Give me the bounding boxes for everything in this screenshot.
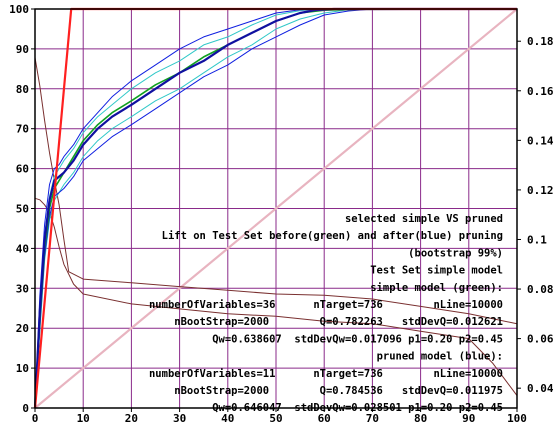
tick-layer: 0 10 20 30 40 50 60 70 80 90 100 0 10 20 30 40 50 60 70 80 9… — [9, 3, 554, 425]
y2-tick-label: 0.12 — [527, 184, 554, 197]
x-tick-label: 10 — [77, 412, 90, 425]
annotation-line: Qw=0.646047 stdDevQw=0.028501 p1=0.20 p2… — [212, 402, 503, 414]
series-layer — [33, 7, 518, 409]
annotation-line: Lift on Test Set before(green) and after… — [162, 230, 503, 242]
annotation-line: nBootStrap=2000 Q=0.782263 stdDevQ=0.012… — [174, 316, 503, 328]
x-tick-label: 40 — [221, 412, 234, 425]
annotation-line: selected simple VS pruned — [345, 213, 503, 225]
x-tick-label: 60 — [318, 412, 331, 425]
y-tick-label: 0 — [22, 402, 29, 415]
x-tick-label: 50 — [269, 412, 282, 425]
y2-tick-label: 0.14 — [527, 134, 554, 147]
y2-tick-label: 0.16 — [527, 85, 554, 98]
annotation-line: pruned model (blue): — [377, 351, 503, 363]
y-tick-label: 100 — [9, 3, 29, 16]
y-tick-label: 10 — [16, 362, 29, 375]
x-tick-label: 0 — [32, 412, 39, 425]
y2-tick-label: 0.1 — [527, 233, 547, 246]
series-line-random — [34, 8, 518, 409]
x-tick-label: 90 — [462, 412, 475, 425]
y2-tick-label: 0.08 — [527, 283, 554, 296]
y2-tick-label: 0.06 — [527, 333, 554, 346]
annotation-line: simple model (green): — [370, 282, 503, 294]
x-tick-label: 80 — [414, 412, 427, 425]
annotation-line: numberOfVariables=36 nTarget=736 nLine=1… — [149, 299, 503, 311]
y-tick-label: 50 — [16, 203, 29, 216]
x-tick-label: 70 — [366, 412, 379, 425]
y2-tick-label: 0.18 — [527, 35, 554, 48]
y2-tick-label: 0.04 — [527, 382, 554, 395]
y-tick-label: 80 — [16, 83, 29, 96]
y-tick-label: 40 — [16, 242, 29, 255]
annotation-line: numberOfVariables=11 nTarget=736 nLine=1… — [149, 368, 503, 380]
y-tick-label: 60 — [16, 163, 29, 176]
annotation-line: Test Set simple model — [370, 265, 503, 277]
annotation-line: nBootStrap=2000 Q=0.784536 stdDevQ=0.011… — [174, 385, 503, 397]
y-tick-label: 20 — [16, 322, 29, 335]
annotation-line: Qw=0.638607 stdDevQw=0.017096 p1=0.20 p2… — [212, 333, 503, 345]
x-tick-label: 20 — [125, 412, 138, 425]
annotation-layer: selected simple VS pruned Lift on Test Se… — [149, 213, 503, 414]
y-tick-label: 90 — [16, 43, 29, 56]
y-tick-label: 30 — [16, 282, 29, 295]
series-line-brown-upper — [34, 57, 518, 325]
annotation-line: (bootstrap 99%) — [408, 247, 503, 259]
x-tick-label: 30 — [173, 412, 186, 425]
y-tick-label: 70 — [16, 123, 29, 136]
x-tick-label: 100 — [507, 412, 527, 425]
series-line-blue-upper — [34, 8, 517, 409]
